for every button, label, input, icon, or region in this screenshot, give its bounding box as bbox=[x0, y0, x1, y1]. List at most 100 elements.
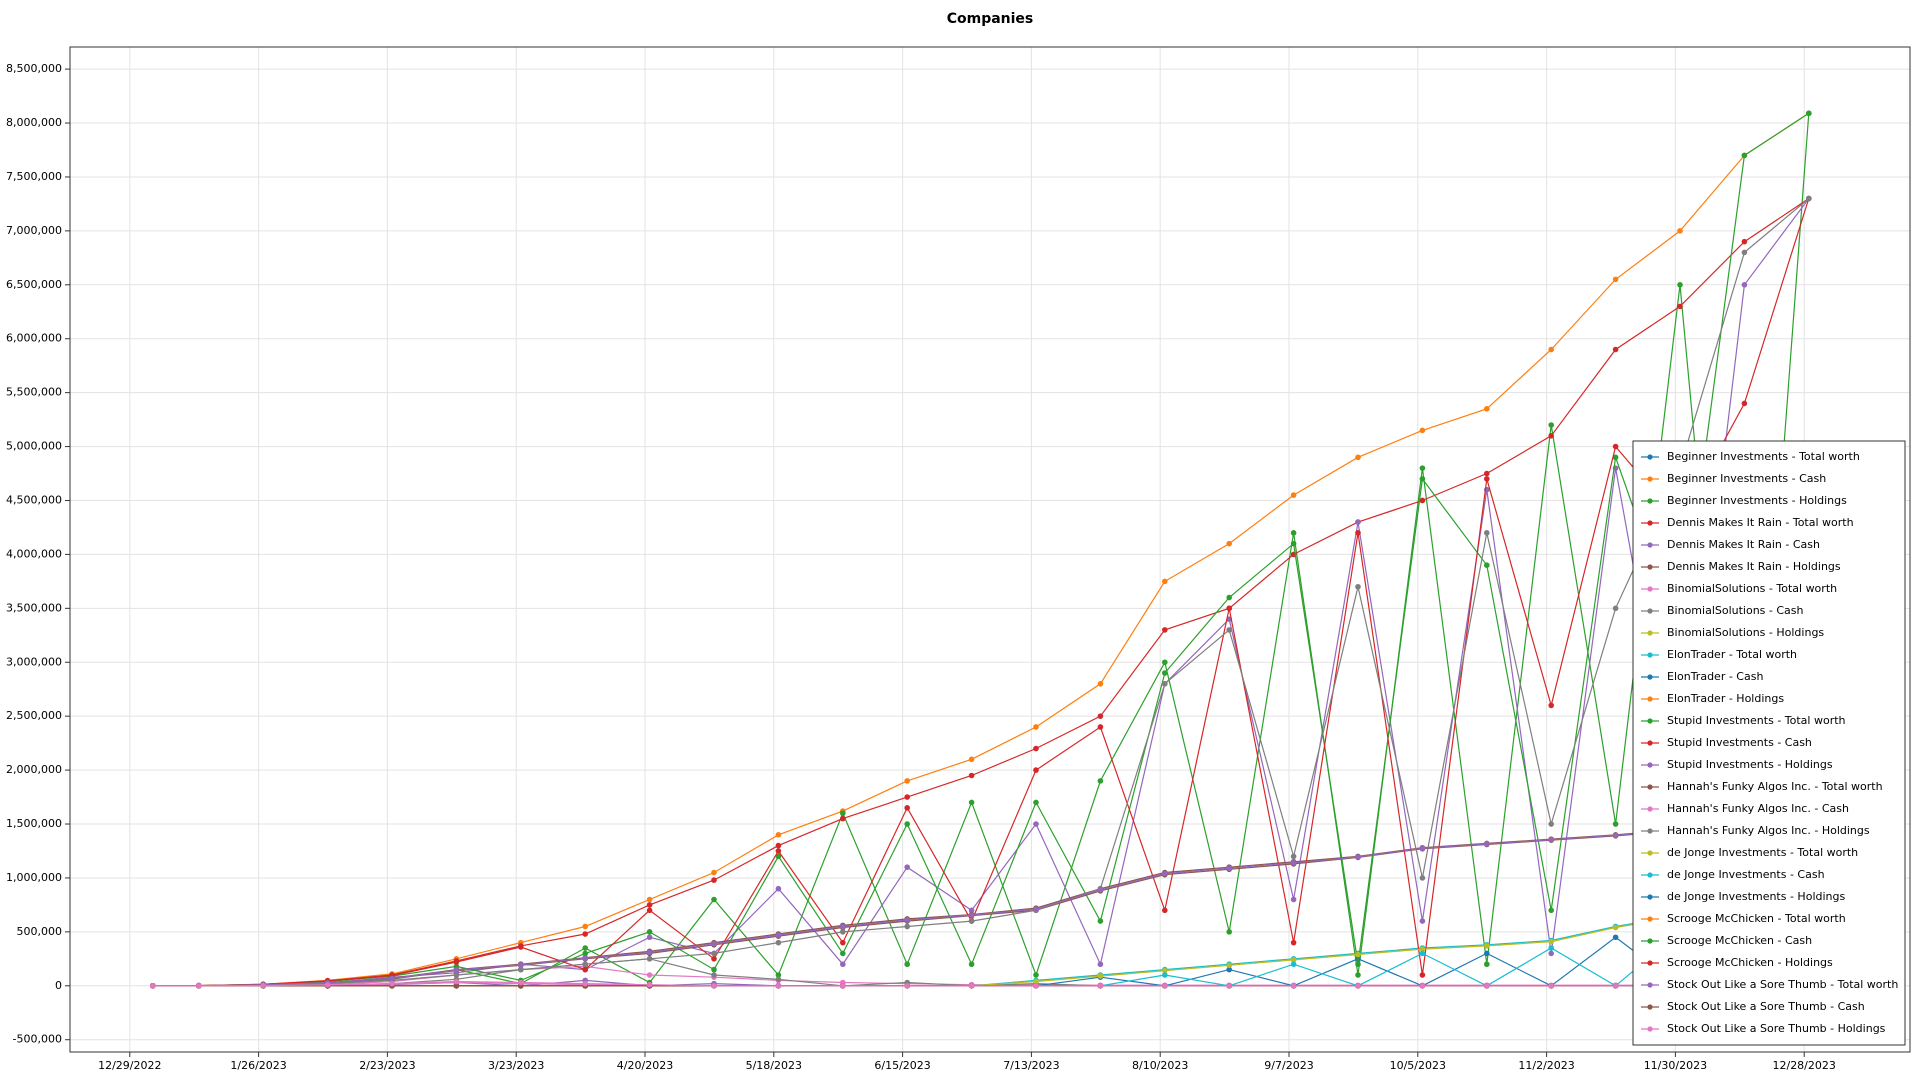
y-tick-label: 2,500,000 bbox=[6, 709, 62, 722]
x-tick-label: 2/23/2023 bbox=[359, 1059, 415, 1072]
data-point bbox=[904, 778, 910, 784]
data-point bbox=[775, 832, 782, 838]
data-point bbox=[1677, 281, 1683, 288]
data-point bbox=[1033, 745, 1039, 752]
data-point bbox=[775, 982, 782, 989]
plot-frame bbox=[69, 46, 1911, 1053]
data-point bbox=[1419, 427, 1426, 434]
data-point bbox=[1033, 982, 1039, 989]
data-point bbox=[1548, 950, 1554, 957]
data-point bbox=[1484, 476, 1490, 482]
data-point bbox=[646, 929, 653, 935]
data-point bbox=[1290, 957, 1297, 963]
data-point bbox=[1226, 865, 1232, 872]
data-point bbox=[1226, 605, 1232, 612]
legend-marker bbox=[1647, 894, 1653, 900]
data-point bbox=[582, 980, 588, 987]
y-tick-label: 6,000,000 bbox=[6, 332, 62, 345]
data-point bbox=[968, 772, 975, 779]
legend-label: Scrooge McChicken - Cash bbox=[1667, 934, 1812, 947]
data-point bbox=[582, 950, 588, 957]
data-point bbox=[1419, 972, 1426, 978]
data-point bbox=[1548, 346, 1554, 353]
data-point bbox=[904, 917, 910, 923]
data-point bbox=[711, 972, 717, 978]
data-point bbox=[1355, 519, 1361, 525]
data-point bbox=[1484, 841, 1490, 847]
data-point bbox=[582, 955, 588, 962]
data-point bbox=[775, 853, 782, 860]
data-point bbox=[711, 956, 717, 962]
legend-marker bbox=[1647, 828, 1653, 834]
legend-label: Dennis Makes It Rain - Holdings bbox=[1667, 560, 1841, 573]
data-point bbox=[1033, 821, 1039, 827]
data-point bbox=[968, 961, 975, 968]
data-point bbox=[453, 978, 460, 985]
x-tick-label: 7/13/2023 bbox=[1003, 1059, 1059, 1072]
data-point bbox=[1290, 961, 1297, 968]
data-point bbox=[1097, 982, 1104, 989]
data-point bbox=[1033, 799, 1039, 806]
data-point bbox=[1741, 152, 1748, 159]
data-point bbox=[1806, 110, 1812, 117]
data-point bbox=[1484, 530, 1490, 536]
data-point bbox=[646, 902, 653, 908]
data-point bbox=[1548, 702, 1554, 709]
data-point bbox=[1162, 967, 1168, 974]
data-point bbox=[1612, 443, 1619, 450]
data-point bbox=[1162, 982, 1168, 989]
data-point bbox=[1484, 470, 1490, 477]
data-point bbox=[1162, 907, 1168, 914]
x-tick-label: 11/30/2023 bbox=[1644, 1059, 1707, 1072]
data-point bbox=[840, 923, 846, 930]
data-point bbox=[1226, 929, 1232, 935]
data-point bbox=[646, 981, 653, 988]
y-tick-label: 5,500,000 bbox=[6, 386, 62, 399]
data-point bbox=[904, 923, 910, 930]
data-point bbox=[1548, 821, 1554, 827]
legend-marker bbox=[1647, 498, 1653, 504]
data-point bbox=[1419, 950, 1426, 957]
data-point bbox=[1741, 238, 1748, 245]
legend-marker bbox=[1647, 696, 1653, 702]
data-point bbox=[1612, 832, 1619, 839]
data-point bbox=[1162, 670, 1168, 676]
data-point bbox=[711, 950, 717, 957]
y-tick-label: 7,500,000 bbox=[6, 170, 62, 183]
x-tick-label: 12/28/2023 bbox=[1772, 1059, 1835, 1072]
legend-label: Beginner Investments - Total worth bbox=[1667, 450, 1860, 463]
data-point bbox=[646, 934, 653, 941]
chart-title: Companies bbox=[947, 11, 1034, 27]
legend-marker bbox=[1647, 674, 1653, 680]
data-point bbox=[453, 972, 460, 978]
legend-marker bbox=[1647, 542, 1653, 548]
data-point bbox=[1033, 978, 1039, 985]
data-point bbox=[1548, 938, 1554, 945]
data-point bbox=[582, 945, 588, 951]
data-point bbox=[1355, 583, 1361, 590]
legend-marker bbox=[1647, 916, 1653, 922]
legend-marker bbox=[1647, 1004, 1653, 1010]
y-tick-label: 500,000 bbox=[17, 925, 63, 938]
data-point bbox=[1355, 961, 1361, 968]
legend-marker bbox=[1647, 718, 1653, 724]
data-point bbox=[968, 912, 975, 918]
data-point bbox=[711, 966, 717, 973]
data-point bbox=[389, 975, 395, 982]
grid: -500,000 0 500,000 1,000,000 1,500,000 2,000,… bbox=[6, 47, 1910, 1072]
data-point bbox=[1419, 465, 1426, 471]
data-point bbox=[646, 956, 653, 962]
y-tick-label: -500,000 bbox=[13, 1033, 62, 1046]
data-point bbox=[1097, 918, 1104, 924]
legend-marker bbox=[1647, 762, 1653, 768]
data-point bbox=[840, 929, 846, 935]
data-point bbox=[1290, 860, 1297, 866]
legend-label: BinomialSolutions - Holdings bbox=[1667, 626, 1824, 639]
y-tick-label: 6,500,000 bbox=[6, 278, 62, 291]
data-point bbox=[904, 821, 910, 827]
data-point bbox=[1612, 276, 1619, 283]
data-point bbox=[150, 982, 156, 989]
data-point bbox=[1097, 887, 1104, 893]
data-point bbox=[1484, 950, 1490, 957]
